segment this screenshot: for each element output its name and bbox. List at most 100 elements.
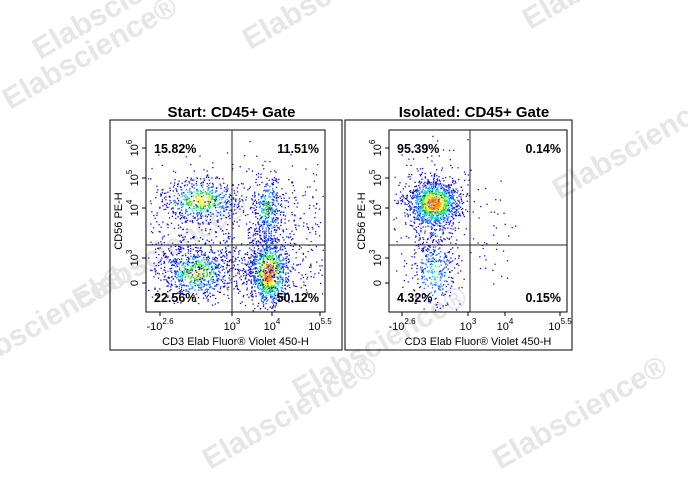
event-dot (226, 184, 229, 186)
event-dot (186, 262, 188, 264)
event-dot (258, 270, 260, 272)
event-dot (429, 190, 431, 192)
event-dot (266, 225, 269, 227)
event-dot (246, 281, 248, 283)
event-dot (293, 197, 296, 199)
event-dot (271, 241, 273, 244)
event-dot (201, 205, 203, 207)
event-dot (191, 220, 194, 222)
event-dot (197, 284, 199, 287)
event-dot (276, 255, 278, 257)
event-dot (263, 272, 265, 274)
event-dot (210, 206, 212, 208)
event-dot (185, 194, 187, 196)
event-dot (443, 280, 446, 282)
event-dot (432, 253, 435, 255)
event-dot (424, 196, 426, 198)
event-dot (274, 287, 277, 289)
event-dot (409, 190, 411, 193)
event-dot (275, 171, 277, 173)
event-dot (314, 273, 316, 275)
event-dot (233, 198, 235, 200)
event-dot (263, 168, 265, 170)
event-dot (210, 249, 212, 251)
event-dot (227, 265, 229, 267)
event-dot (266, 177, 268, 179)
event-dot (254, 234, 256, 236)
event-dot (284, 253, 286, 255)
event-dot (425, 255, 427, 257)
event-dot (220, 279, 223, 281)
event-dot (429, 232, 431, 234)
event-dot (262, 223, 265, 225)
event-dot (427, 238, 429, 240)
event-dot (189, 261, 192, 264)
event-dot (192, 286, 194, 288)
event-dot (434, 276, 436, 278)
event-dot (435, 192, 437, 194)
event-dot (262, 294, 264, 297)
event-dot (430, 207, 432, 209)
event-dot (274, 309, 276, 312)
event-dot (275, 304, 277, 306)
event-dot (433, 225, 435, 227)
event-dot (165, 192, 167, 194)
event-dot (259, 255, 261, 258)
event-dot (279, 262, 281, 264)
event-dot (433, 192, 435, 194)
event-dot (257, 221, 259, 224)
event-dot (251, 199, 253, 201)
event-dot (265, 247, 267, 249)
event-dot (404, 198, 407, 200)
event-dot (399, 191, 402, 193)
event-dot (283, 239, 285, 241)
event-dot (235, 280, 238, 282)
event-dot (268, 274, 270, 276)
event-dot (180, 201, 182, 204)
event-dot (200, 278, 202, 280)
event-dot (259, 293, 261, 295)
event-dot (427, 199, 429, 201)
event-dot (168, 217, 171, 219)
event-dot (203, 285, 205, 287)
event-dot (149, 200, 152, 202)
event-dot (431, 227, 433, 229)
event-dot (268, 246, 270, 248)
event-dot (266, 257, 268, 260)
event-dot (266, 245, 268, 248)
event-dot (198, 268, 201, 270)
event-dot (253, 280, 255, 282)
event-dot (439, 256, 441, 258)
event-dot (266, 275, 269, 278)
event-dot (227, 215, 230, 218)
event-dot (275, 248, 277, 250)
tick-base: 0 (129, 280, 141, 286)
event-dot (206, 192, 208, 194)
event-dot (196, 211, 198, 214)
event-dot (431, 269, 433, 272)
event-dot (260, 211, 263, 213)
event-dot (201, 229, 203, 231)
event-dot (451, 203, 453, 205)
event-dot (427, 202, 429, 204)
event-dot (280, 275, 282, 277)
event-dot (254, 282, 256, 284)
event-dot (288, 284, 290, 286)
event-dot (196, 205, 198, 207)
event-dot (177, 204, 179, 206)
event-dot (263, 200, 265, 203)
event-dot (441, 273, 443, 276)
event-dot (280, 267, 282, 269)
event-dot (273, 176, 276, 179)
event-dot (242, 200, 244, 202)
event-dot (440, 185, 442, 187)
event-dot (260, 255, 262, 257)
event-dot (263, 222, 266, 224)
event-dot (180, 290, 182, 292)
quadrant-label: 11.51% (277, 142, 319, 156)
event-dot (178, 276, 180, 278)
event-dot (295, 228, 297, 231)
event-dot (202, 266, 205, 269)
event-dot (395, 193, 397, 195)
event-dot (405, 183, 407, 185)
